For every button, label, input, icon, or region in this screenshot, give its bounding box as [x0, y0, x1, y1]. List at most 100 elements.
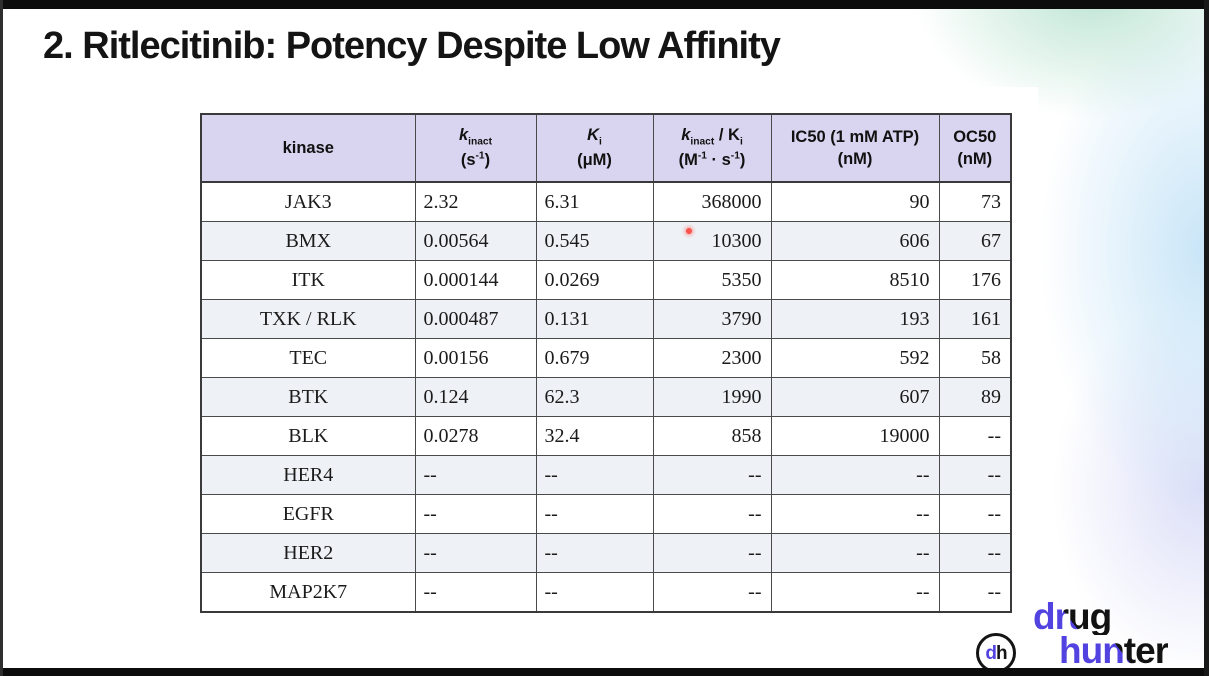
drug-hunter-logo-word2: hunter: [1059, 630, 1169, 671]
table-row: HER2 -- -- -- -- --: [200, 533, 1012, 573]
table-cell-oc50: 176: [938, 260, 1012, 300]
table-cell-ki: 62.3: [535, 377, 654, 417]
table-cell-kinact_over_ki: --: [652, 494, 772, 534]
table-cell-ic50: --: [770, 455, 940, 495]
table-cell-ic50: 606: [770, 221, 940, 261]
table-cell-kinact_over_ki: 3790: [652, 299, 772, 339]
table-cell-ki: --: [535, 455, 654, 495]
left-edge-strip: [0, 0, 3, 676]
table-cell-ic50: --: [770, 494, 940, 534]
table-cell-kinact_over_ki: 5350: [652, 260, 772, 300]
table-cell-ic50: 19000: [770, 416, 940, 456]
table-header: kinase kinact (s-1) Ki (μM) kinact / Ki (M-1 ·…: [200, 113, 1012, 183]
table-cell-ki: 6.31: [535, 181, 654, 222]
table-cell-oc50: 67: [938, 221, 1012, 261]
table-row: BTK 0.124 62.3 1990 607 89: [200, 377, 1012, 417]
laser-pointer-dot: [686, 228, 692, 234]
table-cell-oc50: --: [938, 572, 1012, 613]
table-cell-ic50: --: [770, 533, 940, 573]
monogram-letter-h: h: [996, 642, 1008, 664]
table-cell-oc50: --: [938, 533, 1012, 573]
column-header-ki: Ki (μM): [535, 113, 654, 183]
table-cell-kinact: --: [414, 533, 537, 573]
table-cell-ki: --: [535, 533, 654, 573]
table-cell-ic50: --: [770, 572, 940, 613]
table-cell-kinact_over_ki: 368000: [652, 181, 772, 222]
table-cell-kinact: 0.00564: [414, 221, 537, 261]
table-cell-kinact_over_ki: 2300: [652, 338, 772, 378]
table-cell-kinase: EGFR: [200, 494, 416, 534]
column-header-kinact: kinact (s-1): [414, 113, 537, 183]
table-cell-ki: 0.0269: [535, 260, 654, 300]
table-cell-ic50: 592: [770, 338, 940, 378]
column-header-kinase: kinase: [200, 113, 416, 183]
table-row: TXK / RLK 0.000487 0.131 3790 193 161: [200, 299, 1012, 339]
slide-title: 2. Ritlecitinib: Potency Despite Low Aff…: [43, 25, 781, 67]
table-cell-kinact: 0.00156: [414, 338, 537, 378]
table-row: HER4 -- -- -- -- --: [200, 455, 1012, 495]
table-row: BLK 0.0278 32.4 858 19000 --: [200, 416, 1012, 456]
table-cell-oc50: 58: [938, 338, 1012, 378]
table-cell-ki: 0.679: [535, 338, 654, 378]
table-cell-kinact_over_ki: 1990: [652, 377, 772, 417]
table-cell-kinact_over_ki: --: [652, 455, 772, 495]
right-edge-strip: [1204, 0, 1209, 676]
table-cell-ic50: 8510: [770, 260, 940, 300]
table-cell-kinase: HER4: [200, 455, 416, 495]
table-row: BMX 0.00564 0.545 10300 606 67: [200, 221, 1012, 261]
table-row: MAP2K7 -- -- -- -- --: [200, 572, 1012, 613]
table-cell-ki: 0.545: [535, 221, 654, 261]
table-row: JAK3 2.32 6.31 368000 90 73: [200, 181, 1012, 222]
column-header-ic50: IC50 (1 mM ATP) (nM): [770, 113, 940, 183]
table-cell-kinact_over_ki: 858: [652, 416, 772, 456]
monogram-letter-d: d: [985, 642, 997, 664]
table-cell-kinase: TXK / RLK: [200, 299, 416, 339]
drug-hunter-logo-word1: drug: [1033, 596, 1112, 637]
table-row: ITK 0.000144 0.0269 5350 8510 176: [200, 260, 1012, 300]
table-cell-ki: --: [535, 494, 654, 534]
column-header-kinact_over_ki: kinact / Ki (M-1 · s-1): [652, 113, 772, 183]
table-cell-ki: --: [535, 572, 654, 613]
table-cell-kinase: JAK3: [200, 181, 416, 222]
table-cell-oc50: 89: [938, 377, 1012, 417]
table-cell-kinact: 2.32: [414, 181, 537, 222]
table-cell-oc50: 73: [938, 181, 1012, 222]
table-cell-kinact: 0.000487: [414, 299, 537, 339]
table-cell-ki: 32.4: [535, 416, 654, 456]
table-cell-kinact: --: [414, 494, 537, 534]
kinase-table-wrapper: kinase kinact (s-1) Ki (μM) kinact / Ki (M-1 ·…: [200, 113, 1012, 613]
table-cell-kinase: BTK: [200, 377, 416, 417]
table-cell-kinact_over_ki: --: [652, 533, 772, 573]
table-cell-kinact: 0.0278: [414, 416, 537, 456]
table-cell-kinact: --: [414, 455, 537, 495]
table-cell-kinase: HER2: [200, 533, 416, 573]
table-cell-oc50: --: [938, 455, 1012, 495]
table-row: EGFR -- -- -- -- --: [200, 494, 1012, 534]
table-cell-kinact_over_ki: 10300: [652, 221, 772, 261]
column-header-oc50: OC50 (nM): [938, 113, 1012, 183]
table-body: JAK3 2.32 6.31 368000 90 73 BMX 0.00564 0.545 103…: [200, 181, 1012, 613]
kinase-table: kinase kinact (s-1) Ki (μM) kinact / Ki (M-1 ·…: [200, 113, 1012, 613]
table-cell-kinact_over_ki: --: [652, 572, 772, 613]
table-cell-kinase: MAP2K7: [200, 572, 416, 613]
table-cell-ic50: 90: [770, 181, 940, 222]
table-cell-kinact: --: [414, 572, 537, 613]
table-cell-kinase: BLK: [200, 416, 416, 456]
table-cell-ic50: 193: [770, 299, 940, 339]
slide-background: 2. Ritlecitinib: Potency Despite Low Aff…: [3, 9, 1204, 673]
table-cell-oc50: --: [938, 416, 1012, 456]
table-cell-ki: 0.131: [535, 299, 654, 339]
table-row: TEC 0.00156 0.679 2300 592 58: [200, 338, 1012, 378]
table-cell-kinase: ITK: [200, 260, 416, 300]
top-letterbox-bar: [0, 0, 1209, 9]
table-cell-kinact: 0.124: [414, 377, 537, 417]
table-cell-oc50: 161: [938, 299, 1012, 339]
table-cell-kinase: BMX: [200, 221, 416, 261]
table-cell-kinase: TEC: [200, 338, 416, 378]
table-cell-ic50: 607: [770, 377, 940, 417]
table-cell-kinact: 0.000144: [414, 260, 537, 300]
bottom-letterbox-bar: [0, 668, 1209, 676]
table-cell-oc50: --: [938, 494, 1012, 534]
